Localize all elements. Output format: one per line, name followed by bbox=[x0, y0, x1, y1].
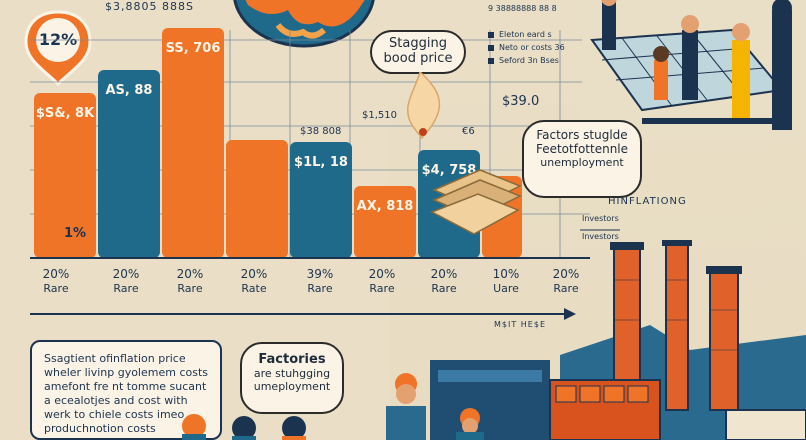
legend-swatch-icon bbox=[488, 31, 494, 38]
bar-label: $1L, 18 bbox=[294, 155, 348, 170]
tick-pct: 20% bbox=[241, 267, 268, 281]
tick-name: Rare bbox=[431, 282, 456, 295]
bar-label: AX, 818 bbox=[357, 199, 414, 214]
bar bbox=[226, 140, 288, 258]
tick-name: Rare bbox=[553, 282, 578, 295]
header-caption: $3,8805 888S bbox=[105, 0, 194, 13]
low-percent-note: 1% bbox=[64, 226, 87, 241]
bar-label: AS, 88 bbox=[106, 83, 153, 98]
legend-caption: 9 38888888 88 8 bbox=[488, 4, 557, 13]
price-bubble-line2: bood price bbox=[383, 51, 453, 66]
tick-pct: 39% bbox=[307, 267, 334, 281]
badge-value: 12% bbox=[38, 30, 78, 49]
papers-pile-illustration bbox=[430, 169, 522, 235]
price-speech-bubble: Stagging bood price bbox=[370, 30, 466, 74]
legend-item-label: Seford 3n Bses bbox=[499, 56, 559, 65]
bar bbox=[34, 93, 96, 258]
factory-illustration bbox=[430, 240, 806, 440]
side-note-investors-2: Investors bbox=[582, 232, 619, 241]
mid-left-note: $38 808 bbox=[300, 126, 342, 137]
tick-name: Rare bbox=[113, 282, 138, 295]
tick-pct: 20% bbox=[177, 267, 204, 281]
workers-illustration bbox=[386, 373, 484, 440]
mid-center-note: $1,510 bbox=[362, 110, 397, 121]
percent-badge: 12% bbox=[22, 8, 94, 87]
text-box-line: Ssagtient ofinflation price bbox=[44, 352, 186, 365]
legend-item: Neto or costs 36 bbox=[488, 43, 588, 52]
legend-top: Eleton eard s Neto or costs 36 Seford 3n… bbox=[488, 30, 588, 65]
right-value-note: $39.0 bbox=[502, 94, 540, 109]
globe-illustration bbox=[233, 0, 375, 48]
tick-name: Rate bbox=[241, 282, 266, 295]
side-note-investors-1: Investors bbox=[582, 214, 619, 223]
text-box-line: amefont fre nt tomme sucant bbox=[44, 380, 207, 393]
people-meeting-illustration bbox=[582, 0, 806, 140]
legend-item: Seford 3n Bses bbox=[488, 56, 588, 65]
bar-label: $4, 758 bbox=[422, 163, 477, 178]
tick-name: Rare bbox=[369, 282, 394, 295]
mid-right-note: €6 bbox=[462, 126, 475, 137]
bar bbox=[290, 142, 352, 258]
tick-pct: 20% bbox=[43, 267, 70, 281]
factors-bubble-line1: Factors stuglde bbox=[536, 128, 628, 142]
factories-bubble-line3: umeployment bbox=[253, 380, 331, 393]
text-box-line: produchnotion costs bbox=[44, 422, 156, 435]
factories-bubble-line1: Factories bbox=[258, 352, 326, 367]
side-note-inflation: HINFLATIONG bbox=[608, 196, 687, 207]
legend-item: Eleton eard s bbox=[488, 30, 588, 39]
factories-bubble-line2: are stuhgging bbox=[253, 367, 331, 380]
text-box-line: werk to chiele costs imeo bbox=[44, 408, 185, 421]
tick-name: Uare bbox=[493, 282, 519, 295]
factors-speech-bubble: Factors stuglde Feetotfottennle unemploy… bbox=[522, 120, 642, 198]
bar bbox=[162, 28, 224, 258]
bar-label: $S&, 8K bbox=[36, 106, 95, 121]
tick-name: Rare bbox=[307, 282, 332, 295]
arrow-head-icon bbox=[564, 308, 576, 320]
text-box-line: wheler livinp gyolemem costs bbox=[44, 366, 209, 379]
factories-speech-bubble: Factories are stuhgging umeployment bbox=[240, 342, 344, 414]
bar bbox=[354, 186, 416, 258]
legend-swatch-icon bbox=[488, 44, 494, 51]
tick-name: Rare bbox=[177, 282, 202, 295]
people-bottom-illustration bbox=[182, 414, 306, 440]
legend-item-label: Neto or costs 36 bbox=[499, 43, 565, 52]
legend-item-label: Eleton eard s bbox=[499, 30, 552, 39]
factors-bubble-line2: Feetotfottennle bbox=[535, 142, 629, 156]
legend-swatch-icon bbox=[488, 57, 494, 64]
tick-pct: 20% bbox=[431, 267, 458, 281]
tick-pct: 20% bbox=[553, 267, 580, 281]
arrow-label: M$IT HE$E bbox=[494, 320, 546, 329]
tick-name: Rare bbox=[43, 282, 68, 295]
bar bbox=[98, 70, 160, 258]
text-box-line: a ecealotjes and cost with bbox=[44, 394, 188, 407]
factors-bubble-line3: unemployment bbox=[540, 156, 624, 169]
tick-pct: 20% bbox=[113, 267, 140, 281]
tick-pct: 10% bbox=[493, 267, 520, 281]
price-bubble-line1: Stagging bbox=[389, 36, 447, 51]
tick-pct: 20% bbox=[369, 267, 396, 281]
bar-label: SS, 706 bbox=[166, 41, 221, 56]
flame-illustration bbox=[407, 72, 441, 140]
